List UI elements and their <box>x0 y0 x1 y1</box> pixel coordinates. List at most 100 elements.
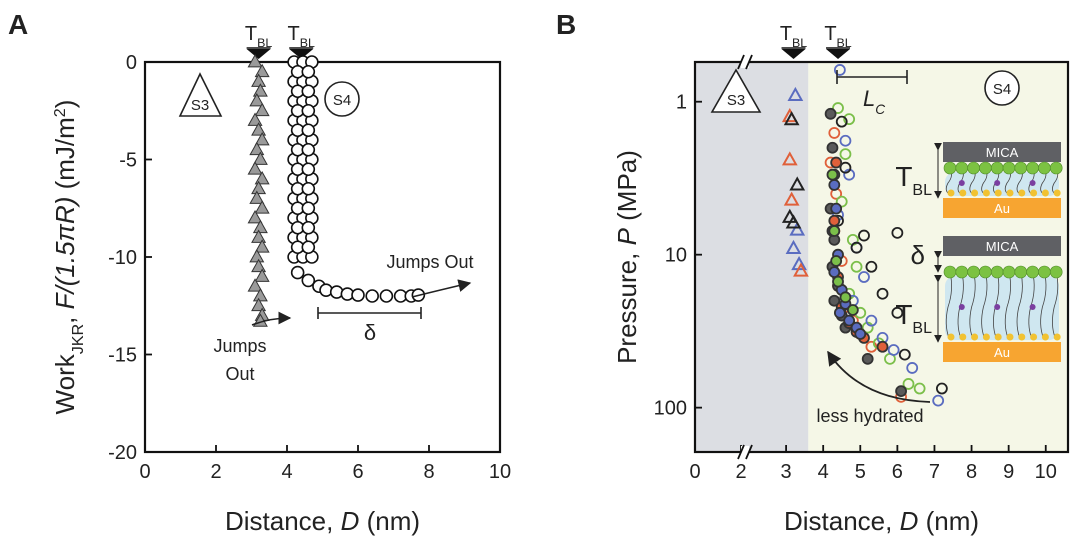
anchor-head <box>1053 189 1061 197</box>
gold-label: Au <box>994 345 1010 360</box>
circle-point <box>828 127 841 139</box>
label-part: Pressure, <box>612 245 642 364</box>
purple-dot <box>1029 304 1036 310</box>
triangle-point <box>247 278 263 292</box>
triangle-point <box>251 258 267 273</box>
tbl-inset-label: TBL <box>895 299 932 337</box>
lc-label-sub: C <box>875 102 885 117</box>
circle-point <box>830 156 843 169</box>
circle-point <box>301 103 316 118</box>
triangle-point <box>254 268 270 282</box>
x-tick-label: 4 <box>818 461 829 483</box>
region-label: S3 <box>727 92 745 109</box>
purple-dot <box>1029 180 1036 186</box>
label-part: (nm) <box>359 506 420 536</box>
triangle-point <box>254 102 270 117</box>
tbl-label-main: T <box>780 23 792 45</box>
circle-point <box>832 102 844 114</box>
circle-point <box>854 328 867 340</box>
tbl-label-sub: BL <box>257 36 272 50</box>
y-tick-label: -15 <box>108 345 137 367</box>
delta-note: δ <box>364 320 376 345</box>
triangle-point <box>251 180 267 195</box>
circle-point <box>833 306 846 319</box>
lipid-head <box>1026 161 1039 175</box>
x-tick-label: 10 <box>1035 461 1057 483</box>
lipid-head <box>955 161 969 175</box>
tbl-label-sub: BL <box>837 36 852 50</box>
lipid-head <box>955 265 969 279</box>
circle-point <box>828 214 841 227</box>
circle-point <box>843 113 856 126</box>
anchor-head <box>982 189 990 197</box>
circle-point <box>828 294 841 307</box>
y-tick-label: 1 <box>676 92 687 114</box>
lipid-tail <box>1040 271 1047 339</box>
region-label: S4 <box>333 92 351 109</box>
region-s4-shape <box>984 70 1020 106</box>
circle-point <box>839 148 852 160</box>
triangle-point <box>249 248 265 263</box>
lipid-head <box>1002 265 1016 279</box>
circle-point <box>876 340 889 353</box>
triangle-point <box>787 86 804 101</box>
tbl-label: TBL <box>288 23 315 50</box>
purple-dot <box>994 180 1001 186</box>
circle-point <box>301 162 316 177</box>
lipid-head <box>990 161 1004 175</box>
y-tick-label: 0 <box>126 52 137 74</box>
x-tick-label: 0 <box>139 461 150 483</box>
triangle-point <box>249 92 265 107</box>
lipid-tail <box>1052 271 1059 339</box>
circle-point <box>379 289 394 303</box>
anchor-head <box>971 333 979 341</box>
plot-frame <box>693 60 1070 454</box>
lipid-tail <box>945 271 952 339</box>
circle-point <box>887 344 900 356</box>
circle-point <box>301 273 316 288</box>
lipid-head <box>943 161 957 175</box>
circle-point <box>301 142 316 157</box>
circle-point <box>935 382 948 395</box>
circle-point <box>861 352 874 365</box>
y-tick-label: -5 <box>119 150 137 172</box>
jumps-left-arrow <box>251 311 292 326</box>
circle-point <box>365 289 380 303</box>
region-s4-shape <box>324 81 360 117</box>
tbl-main: T <box>895 161 912 192</box>
circle-point <box>301 201 316 216</box>
purple-dot <box>958 180 965 186</box>
triangle-point <box>251 73 267 87</box>
x-tick-label: 8 <box>966 461 977 483</box>
panel-label: A <box>8 9 28 40</box>
tbl-main: T <box>895 299 912 330</box>
lipid-head <box>1049 161 1063 175</box>
x-tick-label: 0 <box>689 461 700 483</box>
circle-point <box>833 64 846 76</box>
tbl-label-main: T <box>288 23 300 45</box>
triangle-point <box>252 219 268 234</box>
axis-break-gap <box>741 446 749 458</box>
lipid-tail <box>1016 271 1023 339</box>
anchor-head <box>1041 189 1049 197</box>
lipid-head <box>1038 161 1051 175</box>
triangle-point <box>247 209 263 224</box>
circle-point <box>839 161 852 174</box>
anchor-head <box>1006 333 1014 341</box>
gold-slab <box>943 342 1061 362</box>
circle-point <box>826 168 839 181</box>
lipid-head <box>979 161 992 175</box>
triangle-point <box>247 112 263 126</box>
tbl-label-sub: BL <box>300 36 315 50</box>
circle-point <box>830 202 843 215</box>
tbl-label-main: T <box>245 23 257 45</box>
triangle-point <box>251 229 267 243</box>
lipid-head <box>1014 161 1028 175</box>
circle-point <box>826 141 839 154</box>
label-part: 2 <box>51 108 69 117</box>
tbl-marker <box>246 49 271 59</box>
anchor-head <box>994 189 1002 197</box>
lipid-head <box>1049 265 1063 279</box>
lipid-head <box>967 265 980 279</box>
